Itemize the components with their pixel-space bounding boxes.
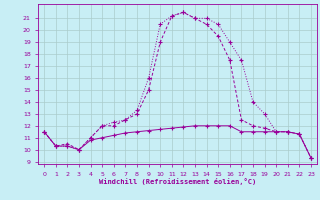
X-axis label: Windchill (Refroidissement éolien,°C): Windchill (Refroidissement éolien,°C) bbox=[99, 178, 256, 185]
